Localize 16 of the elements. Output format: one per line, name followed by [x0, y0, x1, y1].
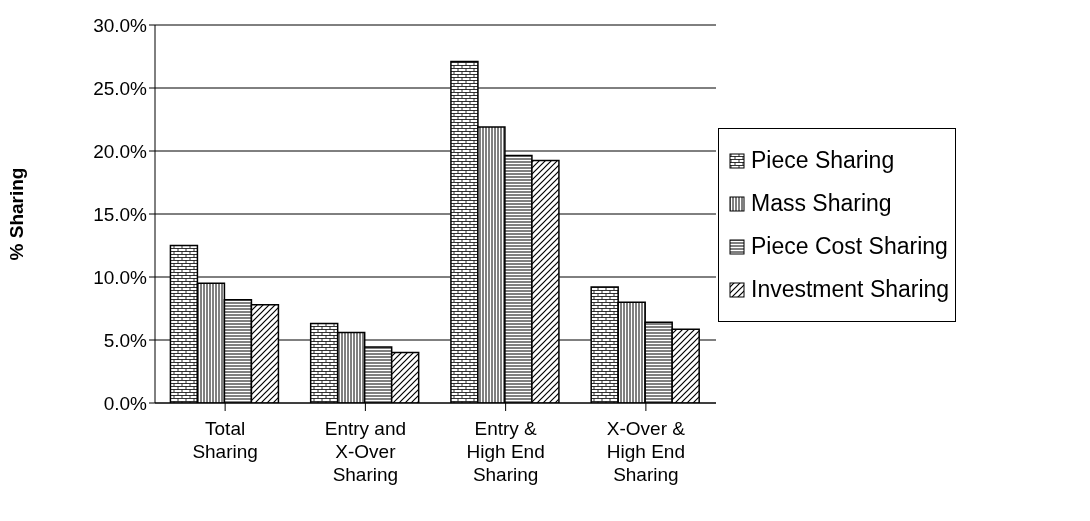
y-tick-label: 10.0%	[93, 266, 148, 288]
x-tick-label: Total Sharing	[192, 418, 258, 462]
legend-label: Investment Sharing	[751, 275, 950, 304]
x-tick-label: X-Over & High End Sharing	[606, 418, 686, 485]
legend-label: Piece Cost Sharing	[751, 232, 948, 261]
legend-label: Mass Sharing	[751, 189, 892, 218]
y-tick-label: 20.0%	[93, 140, 148, 162]
x-tick-label: Entry & High End Sharing	[466, 418, 545, 485]
y-tick-label: 5.0%	[103, 329, 148, 351]
y-tick-label: 15.0%	[93, 203, 148, 225]
x-tick-label: Entry and X-Over Sharing	[324, 418, 407, 485]
y-tick-label: 0.0%	[103, 392, 148, 414]
legend-label: Piece Sharing	[751, 146, 895, 175]
y-tick-label: 30.0%	[93, 14, 148, 36]
y-tick-label: 25.0%	[93, 77, 148, 99]
y-axis-title: % Sharing	[5, 167, 27, 261]
